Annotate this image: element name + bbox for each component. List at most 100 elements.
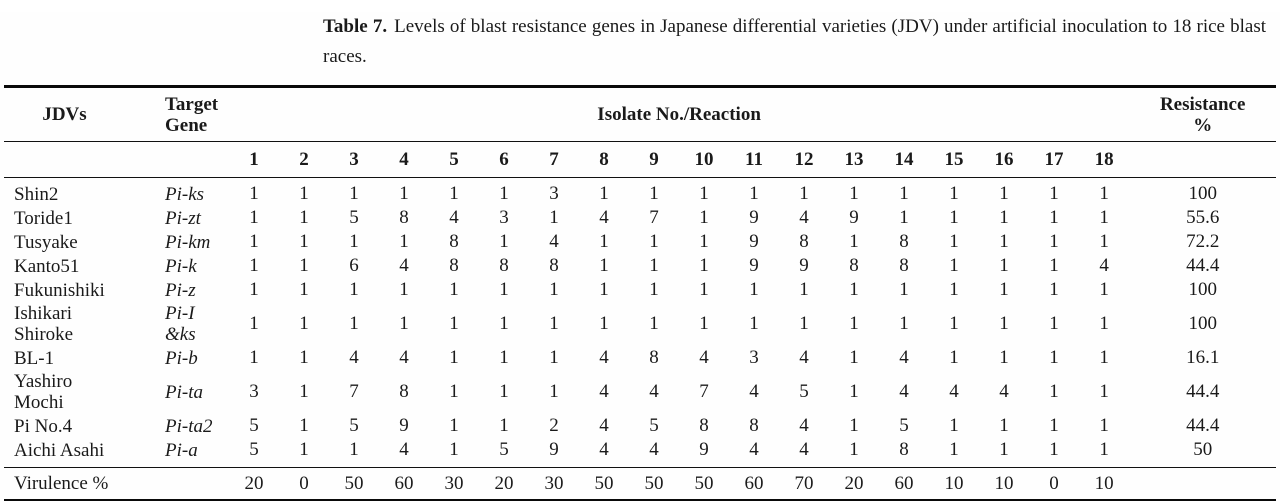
virulence-value-cell: 20	[229, 467, 279, 501]
virulence-value-cell: 50	[629, 467, 679, 501]
reaction-value-cell: 1	[349, 279, 359, 300]
reaction-value-cell: 1	[649, 255, 659, 276]
reaction-value-cell: 1	[999, 313, 1009, 334]
virulence-value-cell: 60	[879, 467, 929, 501]
reaction-value-cell: 8	[899, 255, 909, 276]
resistance-cell: 44.4	[1186, 415, 1220, 436]
reaction-value-cell: 4	[799, 439, 809, 460]
reaction-value-cell: 1	[949, 255, 959, 276]
reaction-value-cell: 1	[649, 231, 659, 252]
jdv-cell: Pi No.4	[14, 415, 73, 437]
jdv-cell: Ishikari Shiroke	[14, 303, 74, 345]
reaction-value-cell: 3	[249, 381, 259, 402]
reaction-value-cell: 5	[349, 207, 359, 228]
reaction-value-cell: 8	[449, 255, 459, 276]
isolate-number-header: 6	[479, 141, 529, 178]
virulence-resistance-spacer	[1129, 467, 1277, 501]
jdv-cell: Kanto51	[14, 255, 80, 277]
reaction-value-cell: 1	[1049, 313, 1059, 334]
reaction-value-cell: 3	[549, 183, 559, 204]
reaction-value-cell: 1	[899, 279, 909, 300]
reaction-value-cell: 1	[449, 313, 459, 334]
reaction-value-cell: 1	[799, 313, 809, 334]
reaction-value-cell: 9	[799, 255, 809, 276]
reaction-value-cell: 1	[299, 347, 309, 368]
isolate-row-right-spacer	[1129, 141, 1277, 178]
reaction-value-cell: 1	[999, 207, 1009, 228]
reaction-value-cell: 9	[549, 439, 559, 460]
reaction-value-cell: 1	[549, 347, 559, 368]
reaction-value-cell: 1	[249, 231, 259, 252]
reaction-value-cell: 4	[799, 347, 809, 368]
resistance-cell: 16.1	[1186, 347, 1220, 368]
reaction-value-cell: 4	[449, 207, 459, 228]
reaction-value-cell: 5	[899, 415, 909, 436]
reaction-value-cell: 5	[249, 439, 259, 460]
isolate-number-header: 10	[679, 141, 729, 178]
table-body: Shin2 Pi-ks 1 1 1 1 1 1 3 1 1 1 1 1 1 1 1 1 1 1 100 Toride1 Pi…	[4, 178, 1276, 468]
isolate-number-header: 16	[979, 141, 1029, 178]
reaction-value-cell: 8	[399, 381, 409, 402]
reaction-value-cell: 1	[849, 381, 859, 402]
reaction-value-cell: 4	[799, 415, 809, 436]
isolate-number-header: 1	[229, 141, 279, 178]
reaction-value-cell: 1	[599, 279, 609, 300]
reaction-value-cell: 1	[699, 255, 709, 276]
table-row: Tusyake Pi-km 1 1 1 1 8 1 4 1 1 1 9 8 1 8 1 1 1 1 72.2	[4, 230, 1276, 254]
reaction-value-cell: 1	[299, 381, 309, 402]
virulence-value-cell: 50	[679, 467, 729, 501]
virulence-value-cell: 30	[529, 467, 579, 501]
reaction-value-cell: 1	[449, 279, 459, 300]
reaction-value-cell: 1	[449, 183, 459, 204]
reaction-value-cell: 8	[699, 415, 709, 436]
reaction-value-cell: 4	[649, 381, 659, 402]
reaction-value-cell: 5	[649, 415, 659, 436]
reaction-value-cell: 1	[999, 279, 1009, 300]
reaction-value-cell: 1	[1049, 415, 1059, 436]
reaction-value-cell: 1	[499, 279, 509, 300]
reaction-value-cell: 1	[899, 183, 909, 204]
reaction-value-cell: 1	[599, 183, 609, 204]
gene-cell: Pi-I &ks	[165, 303, 196, 345]
reaction-value-cell: 8	[399, 207, 409, 228]
isolate-number-header: 7	[529, 141, 579, 178]
reaction-value-cell: 4	[599, 347, 609, 368]
table-row: Aichi Asahi Pi-a 5 1 1 4 1 5 9 4 4 9 4 4 1 8 1 1 1 1 50	[4, 438, 1276, 468]
reaction-value-cell: 4	[649, 439, 659, 460]
reaction-value-cell: 8	[799, 231, 809, 252]
reaction-value-cell: 1	[399, 279, 409, 300]
table-row: Kanto51 Pi-k 1 1 6 4 8 8 8 1 1 1 9 9 8 8 1 1 1 4 44.4	[4, 254, 1276, 278]
virulence-label-cell: Virulence %	[4, 467, 229, 501]
reaction-value-cell: 3	[749, 347, 759, 368]
resistance-cell: 100	[1188, 313, 1217, 334]
reaction-value-cell: 1	[399, 313, 409, 334]
reaction-value-cell: 4	[749, 439, 759, 460]
gene-cell: Pi-k	[165, 255, 197, 277]
reaction-value-cell: 5	[799, 381, 809, 402]
reaction-value-cell: 1	[1099, 231, 1109, 252]
reaction-value-cell: 7	[699, 381, 709, 402]
reaction-value-cell: 1	[349, 313, 359, 334]
reaction-value-cell: 1	[1099, 183, 1109, 204]
reaction-value-cell: 4	[899, 347, 909, 368]
gene-cell: Pi-km	[165, 231, 211, 253]
reaction-value-cell: 1	[449, 415, 459, 436]
reaction-value-cell: 9	[399, 415, 409, 436]
resistance-cell: 55.6	[1186, 207, 1220, 228]
reaction-value-cell: 1	[649, 183, 659, 204]
table-row: Yashiro Mochi Pi-ta 3 1 7 8 1 1 1 4 4 7 4 5 1 4 4 4 1 1 44.4	[4, 370, 1276, 414]
reaction-value-cell: 4	[1099, 255, 1109, 276]
reaction-value-cell: 8	[649, 347, 659, 368]
isolate-number-row: 1 2 3 4 5 6 7 8 9 10 11 12 13 14 15 16 17 18	[4, 141, 1277, 178]
virulence-value-cell: 70	[779, 467, 829, 501]
resistance-cell: 72.2	[1186, 231, 1220, 252]
reaction-value-cell: 8	[499, 255, 509, 276]
reaction-value-cell: 9	[849, 207, 859, 228]
reaction-value-cell: 1	[849, 415, 859, 436]
reaction-value-cell: 4	[799, 207, 809, 228]
gene-cell: Pi-a	[165, 439, 198, 461]
virulence-value-cell: 50	[579, 467, 629, 501]
reaction-value-cell: 9	[749, 255, 759, 276]
reaction-value-cell: 1	[849, 279, 859, 300]
table-row: BL-1 Pi-b 1 1 4 4 1 1 1 4 8 4 3 4 1 4 1 1 1 1 16.1	[4, 346, 1276, 370]
